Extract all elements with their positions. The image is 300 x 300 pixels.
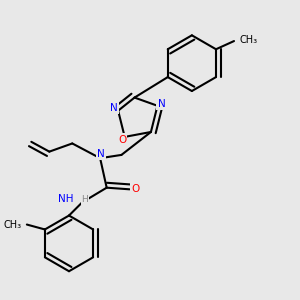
Text: CH₃: CH₃ (239, 35, 257, 45)
Text: O: O (118, 134, 126, 145)
Text: H: H (82, 195, 88, 204)
Text: CH₃: CH₃ (4, 220, 22, 230)
Text: O: O (131, 184, 140, 194)
Text: NH: NH (58, 194, 74, 204)
Text: N: N (97, 149, 105, 159)
Text: N: N (158, 99, 165, 109)
Text: N: N (110, 103, 118, 113)
